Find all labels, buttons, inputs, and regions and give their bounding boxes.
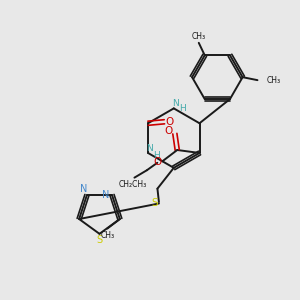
Text: CH₃: CH₃ xyxy=(266,76,280,85)
Text: S: S xyxy=(96,235,103,245)
Text: O: O xyxy=(166,117,174,127)
Text: N: N xyxy=(102,190,109,200)
Text: O: O xyxy=(164,126,172,136)
Text: H: H xyxy=(153,152,160,160)
Text: S: S xyxy=(151,199,158,208)
Text: CH₂CH₃: CH₂CH₃ xyxy=(119,180,147,189)
Text: N: N xyxy=(172,98,178,107)
Text: N: N xyxy=(146,144,153,153)
Text: CH₃: CH₃ xyxy=(100,231,114,240)
Text: CH₃: CH₃ xyxy=(192,32,206,41)
Text: N: N xyxy=(80,184,88,194)
Text: O: O xyxy=(153,157,161,167)
Text: H: H xyxy=(179,104,185,113)
